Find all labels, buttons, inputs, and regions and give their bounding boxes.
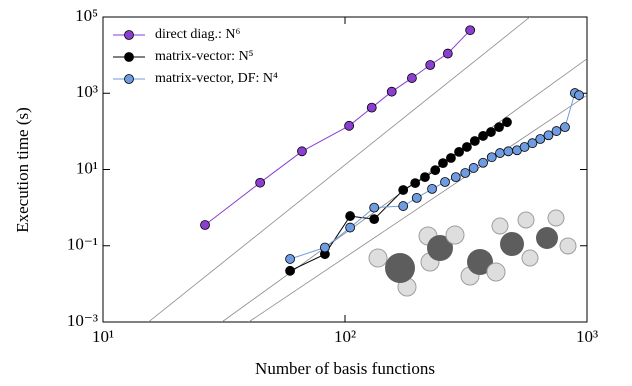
data-point [440,177,450,187]
data-point [495,148,505,158]
y-tick-label: 10⁻¹ [67,235,98,254]
data-point [427,183,437,194]
legend-marker [124,74,134,84]
data-point [407,73,417,83]
data-point [535,134,546,144]
data-point [297,146,307,157]
plot-area [148,17,587,322]
data-point [411,192,422,203]
data-point [502,117,512,128]
data-point [425,60,436,70]
data-point [478,157,488,168]
data-point [320,242,330,253]
data-point [344,120,355,131]
data-point [420,172,430,183]
data-point [255,177,266,188]
y-tick-label: 10⁵ [75,6,98,25]
data-point [503,146,514,157]
data-point [200,220,210,230]
fit-line [248,94,587,322]
legend-label: direct diag.: N⁶ [155,27,240,42]
data-point [468,163,479,173]
data-point [560,122,570,133]
data-point [345,211,356,221]
y-tick-label: 10³ [76,82,98,101]
fit-line [148,17,531,322]
data-point [527,138,538,149]
data-point [386,86,397,97]
y-tick-label: 10¹ [76,158,98,177]
data-point [551,126,562,136]
x-tick-label: 10¹ [92,327,114,346]
data-point [285,254,295,264]
y-tick-label: 10⁻³ [67,311,98,330]
y-axis-title: Execution time (s) [13,107,32,233]
data-point [398,185,409,195]
data-point [438,158,448,169]
data-point [446,153,456,163]
data-point [450,172,461,183]
data-point [345,222,356,233]
legend-marker [124,30,134,40]
data-point [574,90,584,101]
legend: direct diag.: N⁶ matrix-vector: N⁵ matrix-… [113,27,278,86]
data-point [430,165,441,176]
data-point [460,168,471,178]
data-point [486,152,497,163]
data-point [398,201,409,211]
data-point [478,131,488,141]
data-point [285,265,295,276]
legend-marker [124,52,134,62]
data-point [494,122,504,133]
data-point [442,48,453,59]
x-axis-title: Number of basis functions [255,359,435,378]
data-point [519,142,530,152]
data-point [366,102,377,113]
x-tick-label: 10² [334,327,356,346]
data-point [543,130,554,141]
data-point [369,214,380,225]
legend-label: matrix-vector: N⁵ [155,49,254,64]
molecule [368,209,577,297]
data-point [486,127,496,137]
data-point [410,178,421,188]
series-line [204,29,471,226]
data-point [454,146,464,157]
data-point [369,202,380,213]
legend-label: matrix-vector, DF: N⁴ [155,71,278,86]
data-point [465,25,476,36]
data-point [462,142,472,152]
x-tick-label: 10³ [576,327,598,346]
data-point [469,136,480,146]
